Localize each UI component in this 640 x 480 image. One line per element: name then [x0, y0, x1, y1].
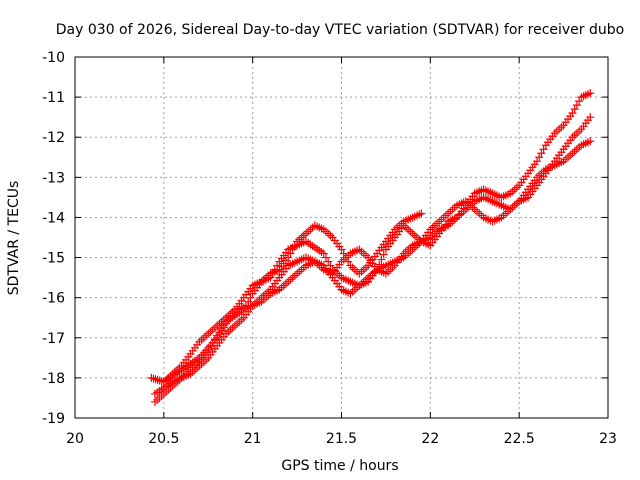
y-axis-label: SDTVAR / TECUs	[6, 181, 22, 296]
data-point	[273, 261, 282, 270]
data-point	[284, 253, 293, 262]
x-tick-label: 22.5	[504, 431, 535, 447]
data-point	[586, 137, 595, 146]
x-tick-label: 20	[66, 431, 84, 447]
y-tick-label: -12	[42, 130, 65, 146]
data-point	[586, 89, 595, 98]
data-point	[321, 253, 330, 262]
chart-title: Day 030 of 2026, Sidereal Day-to-day VTE…	[56, 22, 624, 38]
data-point	[417, 209, 426, 218]
y-tick-label: -18	[42, 371, 65, 387]
x-tick-label: 23	[599, 431, 617, 447]
y-tick-label: -15	[42, 251, 65, 267]
data-point	[324, 257, 333, 266]
data-point	[586, 113, 595, 122]
y-tick-label: -10	[42, 50, 65, 66]
data-point	[572, 101, 581, 110]
data-point	[246, 293, 255, 302]
data-point	[337, 245, 346, 254]
data-point	[149, 374, 158, 383]
series-track-b	[150, 89, 595, 406]
x-tick-label: 21	[244, 431, 262, 447]
data-point	[377, 255, 386, 264]
data-point	[268, 269, 277, 278]
data-point	[151, 375, 160, 384]
series-track-d	[159, 113, 595, 386]
x-tick-label: 20.5	[148, 431, 179, 447]
data-point	[147, 373, 156, 382]
y-tick-label: -17	[42, 331, 65, 347]
y-tick-label: -19	[42, 411, 65, 427]
data-point	[570, 105, 579, 114]
data-point	[379, 250, 388, 259]
data-point	[532, 157, 541, 166]
grid	[75, 57, 608, 418]
y-tick-label: -13	[42, 170, 65, 186]
series-track-c	[150, 137, 595, 398]
data-point	[568, 109, 577, 118]
data-point	[319, 249, 328, 258]
x-tick-label: 21.5	[326, 431, 357, 447]
y-tick-label: -14	[42, 210, 65, 226]
y-tick-label: -16	[42, 291, 65, 307]
data-point	[266, 273, 275, 282]
x-axis-label: GPS time / hours	[281, 458, 398, 474]
data-point	[270, 265, 279, 274]
data-point	[535, 153, 544, 162]
data-point	[539, 145, 548, 154]
data-point	[153, 375, 162, 384]
series-layer	[147, 89, 595, 406]
data-point	[537, 149, 546, 158]
x-tick-label: 22	[421, 431, 439, 447]
axis-ticks: 20 20.5 21 21.5 22 22.5 23 -19 -18 -17 -16 -15 -14 -1…	[42, 50, 617, 447]
data-point	[575, 97, 584, 106]
y-tick-label: -11	[42, 90, 65, 106]
